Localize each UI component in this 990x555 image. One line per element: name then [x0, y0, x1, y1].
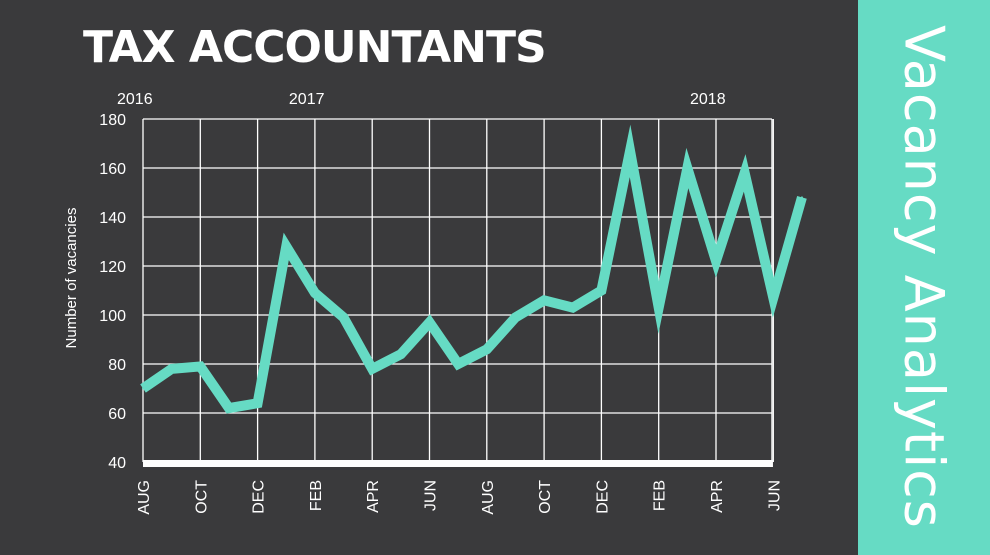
y-tick-label: 180: [99, 112, 126, 129]
data-point: [772, 296, 775, 299]
y-tick-label: 60: [108, 406, 126, 423]
data-point: [657, 306, 660, 309]
data-point: [285, 245, 288, 248]
data-point: [256, 402, 259, 405]
chart-title: TAX ACCOUNTANTS: [83, 22, 547, 73]
series-layer: [140, 124, 807, 414]
y-tick-label: 80: [108, 357, 126, 374]
y-tick-label: 40: [108, 455, 126, 472]
x-tick-label: FEB: [652, 480, 669, 511]
x-tick-label: DEC: [251, 480, 268, 514]
y-tick-label: 140: [99, 210, 126, 227]
year-label: 2016: [117, 91, 153, 108]
data-point: [571, 306, 574, 309]
data-point: [142, 387, 144, 390]
data-point: [342, 316, 345, 319]
data-point: [715, 260, 717, 263]
x-tick-label: DEC: [594, 480, 611, 514]
data-point: [170, 367, 173, 370]
x-tick-label: APR: [365, 480, 382, 513]
data-point: [800, 196, 803, 199]
axes: 40 60 80 100 120 140 160 180 AUG OCT DEC FEB APR JUN A…: [99, 91, 783, 515]
x-tick-label: OCT: [537, 480, 554, 514]
series-line: [140, 124, 807, 414]
data-point: [371, 367, 374, 370]
x-axis-baseline: [143, 460, 773, 467]
y-tick-label: 160: [99, 161, 126, 178]
data-point: [485, 348, 488, 351]
data-point: [457, 363, 460, 365]
brand-sidebar: [858, 0, 990, 555]
x-tick-label: JUN: [766, 480, 783, 511]
y-tick-label: 100: [99, 308, 126, 325]
data-point: [743, 171, 746, 174]
x-tick-label: JUN: [423, 480, 440, 511]
data-point: [514, 316, 517, 319]
x-tick-label: AUG: [136, 480, 153, 515]
data-point: [600, 289, 603, 292]
year-label: 2017: [289, 91, 325, 108]
x-tick-label: FEB: [308, 480, 325, 511]
x-tick-label: APR: [709, 480, 726, 513]
year-label: 2018: [690, 91, 726, 108]
data-point: [227, 407, 230, 410]
data-point: [199, 365, 202, 368]
data-point: [428, 321, 431, 324]
data-point: [629, 149, 632, 152]
data-point: [399, 353, 402, 356]
data-point: [686, 167, 689, 169]
data-point: [313, 291, 316, 294]
x-tick-label: AUG: [480, 480, 497, 515]
y-tick-label: 120: [99, 259, 126, 276]
x-tick-label: OCT: [193, 480, 210, 514]
brand-logo-text: Vacancy Analytics: [892, 25, 956, 529]
data-point: [543, 299, 546, 302]
y-axis-label: Number of vacancies: [63, 208, 80, 349]
line-chart: 40 60 80 100 120 140 160 180 AUG OCT DEC FEB APR JUN A…: [63, 91, 807, 515]
